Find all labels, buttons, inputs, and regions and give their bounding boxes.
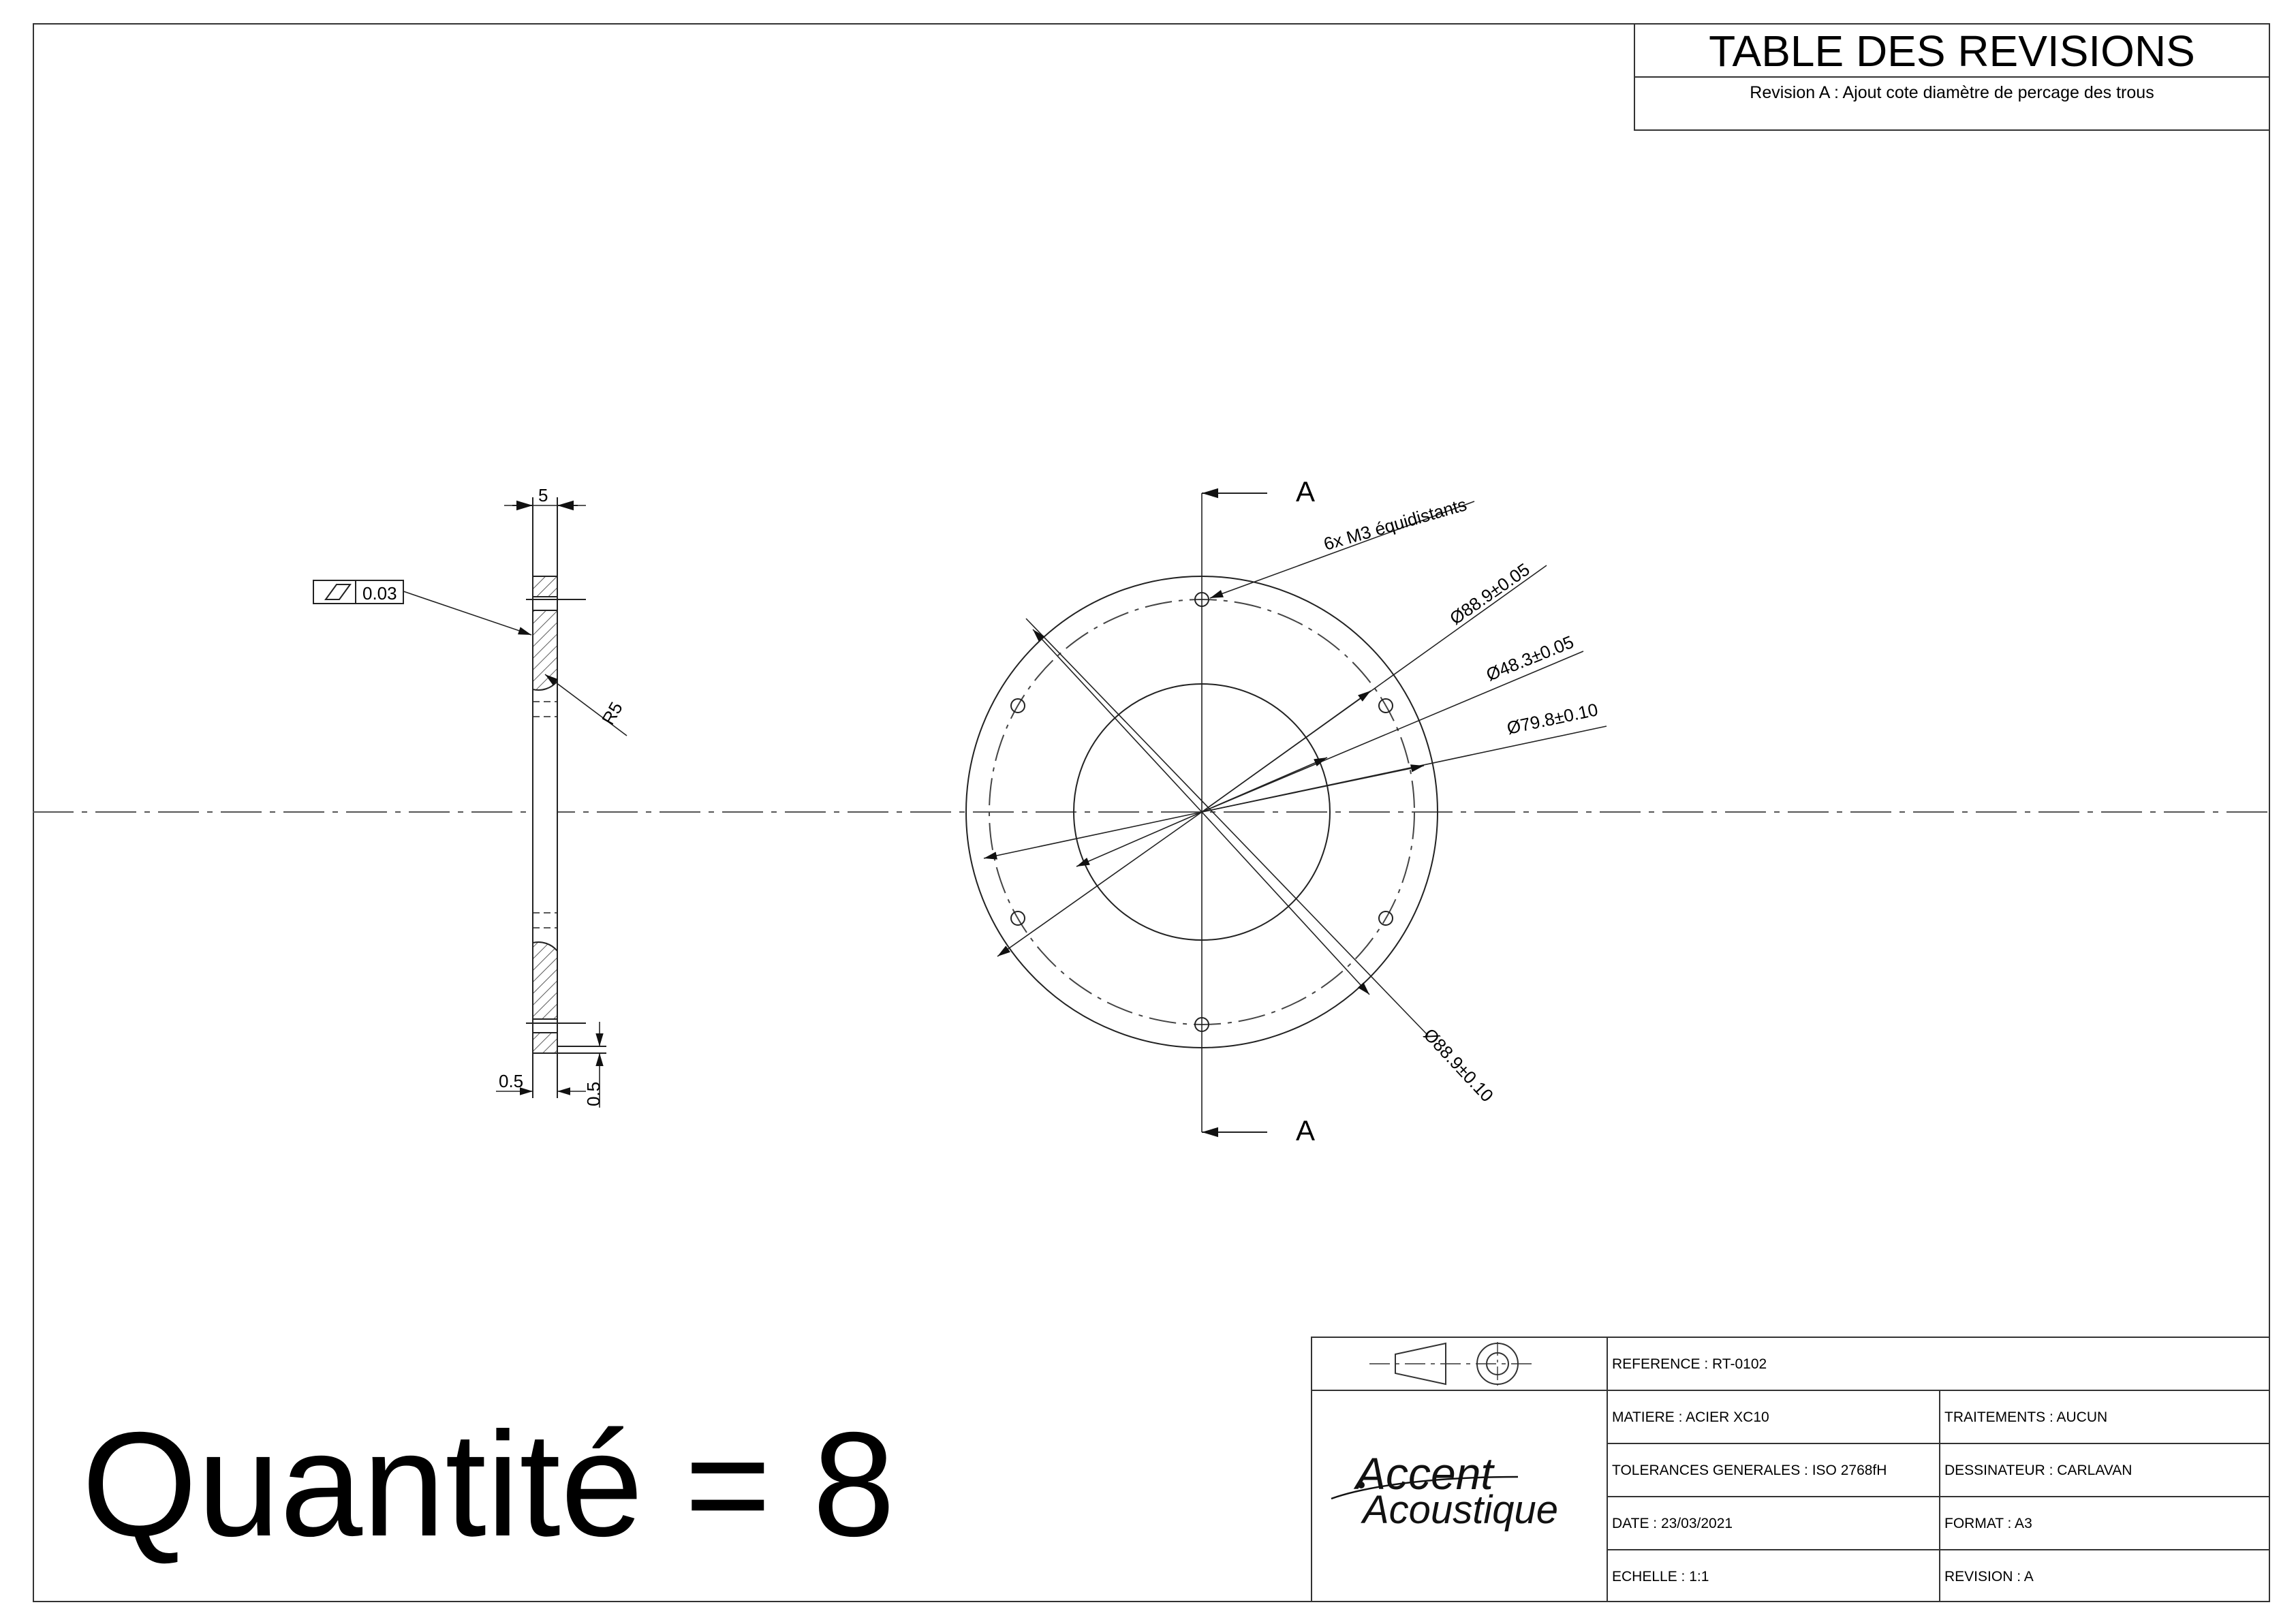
title-block-divider-v1 (1607, 1337, 1608, 1602)
dessinateur-field: DESSINATEUR : CARLAVAN (1944, 1463, 2132, 1478)
matiere-field: MATIERE : ACIER XC10 (1612, 1409, 1769, 1425)
front-view (965, 488, 1607, 1138)
quantity-label: Quantité = 8 (82, 1402, 895, 1567)
flatness-frame (313, 580, 404, 604)
side-view-hatch-lower-arc (532, 941, 558, 1020)
dim-outside: Ø88.9±0.10 (1420, 1025, 1498, 1106)
hole (1378, 698, 1393, 713)
hole (1378, 911, 1393, 926)
dim-inner: Ø48.3±0.05 (1483, 631, 1577, 685)
section-label-bottom: A (1296, 1114, 1315, 1146)
hole (1010, 698, 1025, 713)
revision-table-title: TABLE DES REVISIONS (1709, 27, 2195, 76)
side-view-hatch-top (532, 576, 558, 597)
revision-field: REVISION : A (1944, 1569, 2034, 1584)
flatness-symbol-icon (324, 584, 352, 600)
side-view (403, 497, 627, 1108)
title-block-row-line (1607, 1443, 2270, 1444)
radius-leader (544, 674, 627, 736)
outside-dim-leader (1025, 618, 1429, 1036)
title-block-row-line (1607, 1496, 2270, 1497)
side-view-hatch-bottom (532, 1032, 558, 1054)
echelle-field: ECHELLE : 1:1 (1612, 1569, 1709, 1584)
hole (1010, 911, 1025, 926)
logo-text-line1: Accent (1353, 1448, 1495, 1499)
revision-entry: Revision A : Ajout cote diamètre de perc… (1750, 83, 2154, 102)
section-label-top: A (1296, 475, 1315, 507)
hole-note-leader (1209, 501, 1475, 599)
tolerances-field: TOLERANCES GENERALES : ISO 2768fH (1612, 1463, 1887, 1478)
dim-outer: Ø79.8±0.10 (1505, 699, 1600, 738)
date-field: DATE : 23/03/2021 (1612, 1516, 1733, 1531)
chamfer-height-dim: 0.5 (583, 1082, 604, 1106)
format-field: FORMAT : A3 (1944, 1516, 2032, 1531)
traitements-field: TRAITEMENTS : AUCUN (1944, 1409, 2108, 1425)
chamfer-width-dim: 0.5 (499, 1071, 523, 1091)
first-angle-projection-icon (1369, 1342, 1533, 1386)
title-block-row-line (1607, 1549, 2270, 1550)
thickness-dim: 5 (538, 485, 548, 505)
title-block-row-line (1311, 1390, 2270, 1391)
side-view-hatch-upper-arc (532, 610, 558, 691)
dim-pitch-circle: Ø88.9±0.05 (1446, 559, 1533, 629)
flatness-value: 0.03 (362, 583, 397, 604)
title-block (1311, 1337, 2270, 1602)
reference-field: REFERENCE : RT-0102 (1612, 1356, 1767, 1372)
company-logo: Accent Acoustique (1331, 1448, 1558, 1532)
logo-text-line2: Acoustique (1361, 1488, 1558, 1532)
inner-dim-leader (1201, 651, 1584, 813)
flatness-leader (403, 591, 532, 636)
hole-note: 6x M3 équidistants (1321, 494, 1469, 555)
radius-dim: R5 (598, 698, 627, 728)
revision-table-divider (1634, 76, 2270, 78)
